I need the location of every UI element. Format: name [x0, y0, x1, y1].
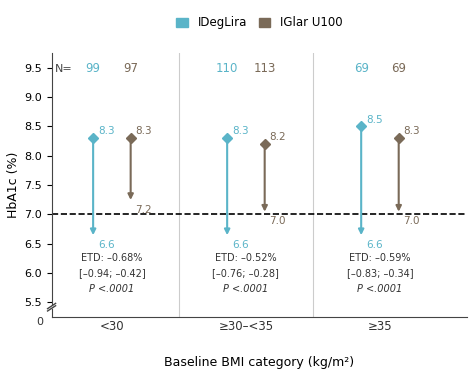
Text: P <.0001: P <.0001: [89, 284, 135, 294]
Text: P <.0001: P <.0001: [223, 284, 269, 294]
Text: 7.2: 7.2: [136, 205, 152, 215]
Text: ≥35: ≥35: [368, 320, 392, 332]
Text: <30: <30: [100, 320, 124, 332]
X-axis label: Baseline BMI category (kg/m²): Baseline BMI category (kg/m²): [164, 356, 355, 369]
Text: 8.3: 8.3: [403, 126, 420, 136]
Text: 99: 99: [86, 62, 100, 76]
Text: 7.0: 7.0: [269, 216, 286, 226]
Text: [–0.94; –0.42]: [–0.94; –0.42]: [79, 268, 145, 279]
Legend: IDegLira, IGlar U100: IDegLira, IGlar U100: [172, 12, 347, 34]
Text: 8.5: 8.5: [366, 115, 383, 125]
Text: 8.3: 8.3: [136, 126, 152, 136]
Text: 0: 0: [36, 317, 44, 327]
Text: 110: 110: [216, 62, 238, 76]
Text: 8.3: 8.3: [98, 126, 114, 136]
Text: 97: 97: [123, 62, 138, 76]
Text: ETD: –0.52%: ETD: –0.52%: [215, 253, 277, 262]
Text: [–0.76; –0.28]: [–0.76; –0.28]: [212, 268, 279, 279]
Text: 69: 69: [391, 62, 406, 76]
Text: ETD: –0.68%: ETD: –0.68%: [81, 253, 143, 262]
Text: ETD: –0.59%: ETD: –0.59%: [349, 253, 410, 262]
Text: 6.6: 6.6: [98, 240, 114, 250]
Text: 7.0: 7.0: [403, 216, 420, 226]
Text: 69: 69: [354, 62, 369, 76]
Text: P <.0001: P <.0001: [357, 284, 402, 294]
Text: 6.6: 6.6: [366, 240, 383, 250]
Text: 8.2: 8.2: [269, 132, 286, 143]
Text: ≥30–<35: ≥30–<35: [219, 320, 273, 332]
Text: N=: N=: [55, 64, 73, 74]
Text: [–0.83; –0.34]: [–0.83; –0.34]: [346, 268, 413, 279]
Text: 6.6: 6.6: [232, 240, 248, 250]
Text: 113: 113: [254, 62, 276, 76]
Y-axis label: HbA1c (%): HbA1c (%): [7, 152, 20, 218]
Text: 8.3: 8.3: [232, 126, 248, 136]
